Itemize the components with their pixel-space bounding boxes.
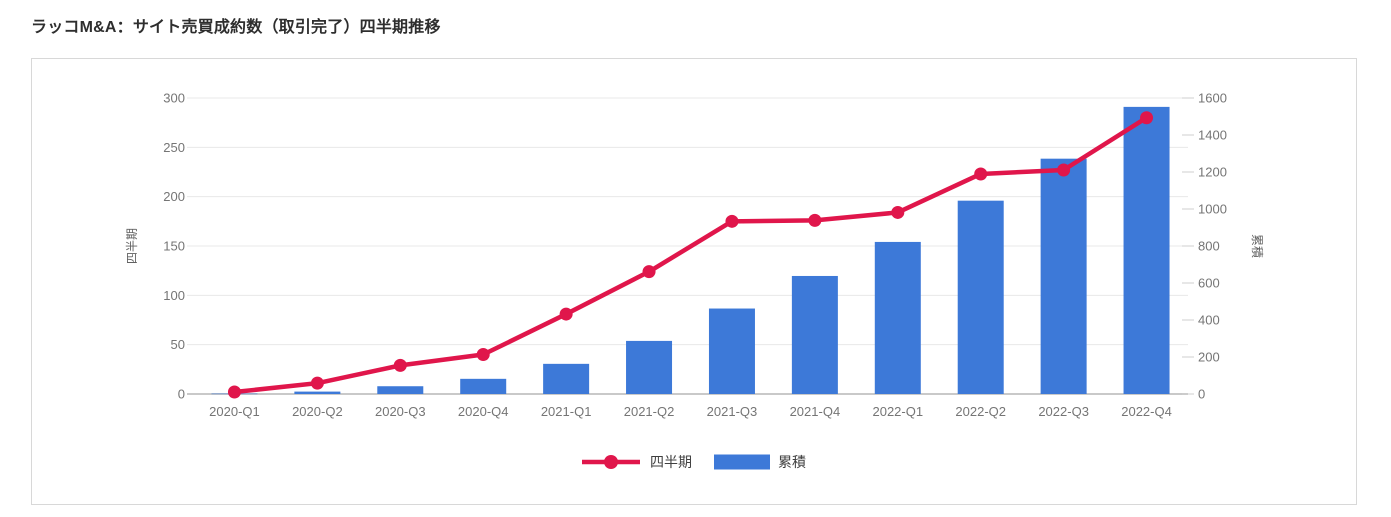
x-axis-tick-label: 2021-Q1: [541, 404, 592, 419]
left-axis-tick-label: 200: [163, 189, 185, 204]
cumulative-bar[interactable]: [708, 308, 755, 394]
quarterly-point[interactable]: [808, 213, 822, 227]
left-axis-tick-label: 100: [163, 288, 185, 303]
x-axis-tick-label: 2022-Q4: [1121, 404, 1172, 419]
right-axis-tick-label: 800: [1198, 239, 1220, 254]
right-axis-tick-label: 200: [1198, 350, 1220, 365]
cumulative-bar[interactable]: [1040, 158, 1087, 394]
right-axis-tick-label: 1400: [1198, 128, 1227, 143]
cumulative-bar[interactable]: [791, 275, 838, 394]
cumulative-bar[interactable]: [1123, 106, 1170, 394]
x-axis-tick-label: 2022-Q1: [872, 404, 923, 419]
left-axis-tick-label: 250: [163, 140, 185, 155]
quarterly-point[interactable]: [642, 265, 656, 279]
quarterly-line: [234, 115, 1148, 395]
quarterly-point[interactable]: [559, 307, 573, 321]
right-axis-tick-label: 1600: [1198, 91, 1227, 106]
right-axis-tick-label: 0: [1198, 387, 1205, 402]
legend-cumulative-swatch[interactable]: [714, 454, 770, 470]
left-axis-tick-label: 50: [171, 337, 185, 352]
left-axis-tick-label: 300: [163, 91, 185, 106]
cumulative-bar[interactable]: [377, 386, 424, 394]
left-axis-title: 四半期: [125, 228, 139, 264]
right-axis-tick-label: 1000: [1198, 202, 1227, 217]
x-axis-tick-label: 2020-Q3: [375, 404, 426, 419]
right-axis-title: 累積: [1250, 234, 1265, 258]
right-axis-tick-label: 1200: [1198, 165, 1227, 180]
x-axis-tick-label: 2022-Q2: [955, 404, 1006, 419]
legend-quarterly-dot-icon: [604, 455, 618, 469]
quarterly-point[interactable]: [725, 214, 739, 228]
quarterly-point[interactable]: [227, 385, 241, 399]
x-axis-tick-label: 2021-Q2: [624, 404, 675, 419]
cumulative-bar[interactable]: [460, 378, 507, 394]
x-axis-tick-label: 2021-Q4: [790, 404, 841, 419]
left-axis-tick-label: 0: [178, 387, 185, 402]
quarterly-point[interactable]: [1140, 111, 1154, 125]
cumulative-bar[interactable]: [543, 363, 590, 394]
right-axis-tick-label: 600: [1198, 276, 1220, 291]
quarterly-point[interactable]: [476, 348, 490, 362]
cumulative-bar[interactable]: [626, 340, 673, 394]
legend-quarterly-label: 四半期: [650, 454, 692, 470]
chart-card: 0 50 100 150 200 250 300 0 200 400 600 800 1000 1200 1…: [31, 58, 1357, 505]
right-axis-tick-label: 400: [1198, 313, 1220, 328]
quarterly-point[interactable]: [310, 376, 324, 390]
cumulative-bar[interactable]: [874, 241, 921, 394]
cumulative-bar[interactable]: [294, 391, 341, 394]
cumulative-bar[interactable]: [957, 200, 1004, 394]
x-axis-tick-label: 2020-Q2: [292, 404, 343, 419]
x-axis-tick-label: 2020-Q4: [458, 404, 509, 419]
quarterly-point[interactable]: [891, 205, 905, 219]
quarterly-point[interactable]: [974, 167, 988, 181]
quarterly-cumulative-combo-chart: 0 50 100 150 200 250 300 0 200 400 600 800 1000 1200 1…: [125, 91, 1265, 471]
x-axis-tick-label: 2021-Q3: [707, 404, 758, 419]
quarterly-point[interactable]: [1057, 163, 1071, 177]
quarterly-point[interactable]: [393, 358, 407, 372]
legend-cumulative-label: 累積: [778, 454, 806, 470]
left-axis-tick-label: 150: [163, 239, 185, 254]
x-axis-tick-label: 2020-Q1: [209, 404, 260, 419]
x-axis-tick-label: 2022-Q3: [1038, 404, 1089, 419]
page-title: ラッコM&A：サイト売買成約数（取引完了）四半期推移: [31, 19, 441, 36]
